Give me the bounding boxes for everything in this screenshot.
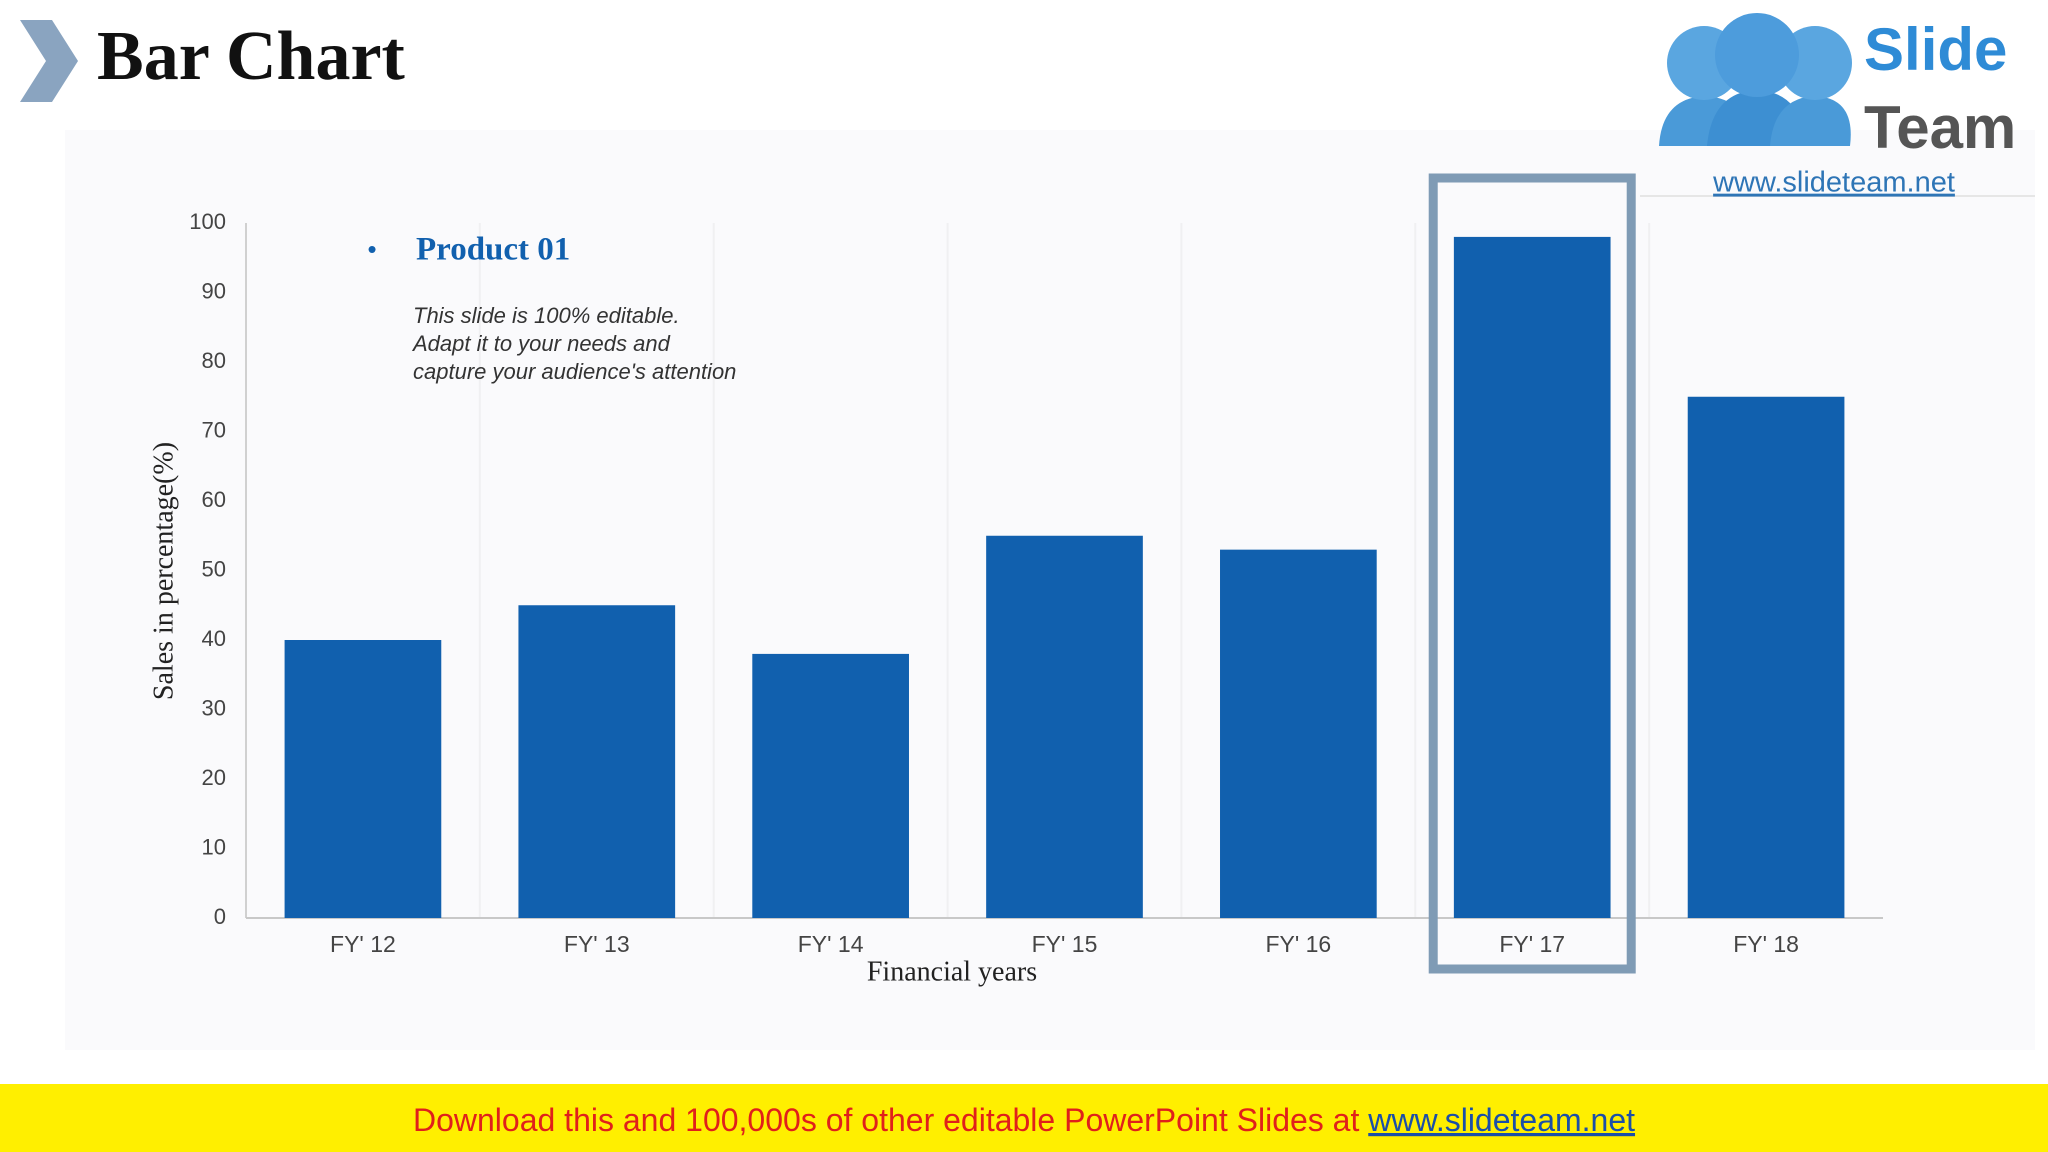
chevron [20, 20, 78, 102]
y-tick-label: 50 [202, 556, 226, 581]
y-tick-label: 70 [202, 417, 226, 442]
bar [284, 640, 442, 918]
chart: 0 10 20 30 40 50 60 70 80 90 100 FY' 12 FY' 13 FY' 14… [148, 173, 1883, 987]
annotation-line: capture your audience's attention [413, 359, 736, 384]
bar [1687, 396, 1845, 918]
bar [986, 535, 1143, 918]
x-tick-label: FY' 17 [1499, 931, 1565, 957]
highlight-box [1428, 173, 1636, 974]
banner [0, 1084, 2048, 1152]
x-tick-label: FY' 16 [1265, 931, 1331, 957]
y-tick-label: 0 [214, 904, 226, 929]
x-tick-label: FY' 18 [1733, 931, 1799, 957]
y-tick-label: 90 [202, 278, 226, 303]
person-body [1770, 96, 1851, 146]
logo-url: www.slideteam.net [1712, 167, 1955, 199]
bar [752, 653, 909, 918]
y-tick-label: 80 [202, 348, 226, 373]
y-tick-label: 100 [189, 209, 226, 234]
logo: Slide Team www.slideteam.net [1640, 13, 2035, 199]
bar [1220, 549, 1377, 918]
person-head [1715, 13, 1799, 97]
banner-message: Download this and 100,000s of other edit… [413, 1102, 1368, 1138]
x-tick-label: FY' 13 [564, 931, 630, 957]
y-tick-label: 20 [202, 765, 226, 790]
y-tick-label: 10 [202, 834, 226, 859]
x-tick-label: FY' 15 [1032, 931, 1098, 957]
x-tick-label: FY' 12 [330, 931, 396, 957]
y-axis-label: Sales in percentage(%) [148, 442, 179, 700]
slide-title: Bar Chart [97, 18, 405, 95]
y-tick-label: 40 [202, 626, 226, 651]
banner-text: Download this and 100,000s of other edit… [413, 1102, 1635, 1138]
legend-label: Product 01 [416, 232, 570, 268]
x-axis-label: Financial years [867, 956, 1037, 987]
x-tick-label: FY' 14 [798, 931, 864, 957]
annotation-line: Adapt it to your needs and [411, 331, 671, 356]
banner-link[interactable]: www.slideteam.net [1367, 1102, 1635, 1138]
annotation-line: This slide is 100% editable. [413, 303, 680, 328]
bar [518, 605, 676, 918]
legend-bullet: • [367, 234, 376, 264]
y-tick-label: 60 [202, 487, 226, 512]
logo-word: Slide [1864, 16, 2007, 83]
y-tick-label: 30 [202, 695, 226, 720]
logo-word: Team [1864, 94, 2016, 161]
bar [1453, 236, 1611, 918]
